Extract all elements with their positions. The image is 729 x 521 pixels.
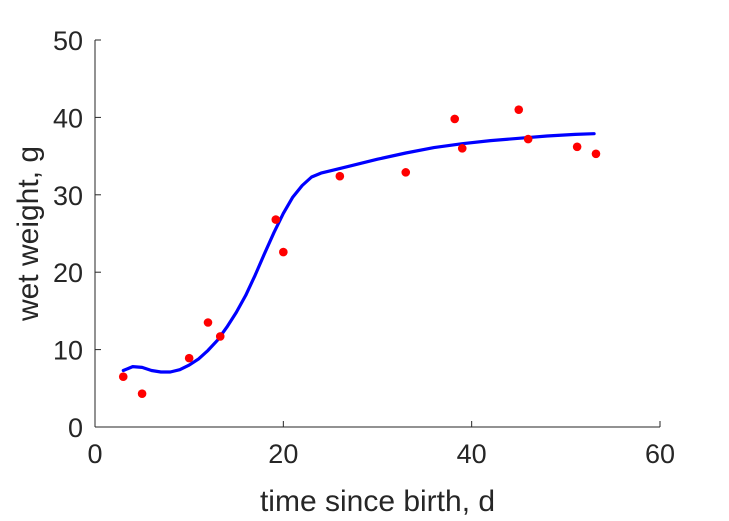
axes: 0 20 40 60 0 10 20 30 40 50 <box>53 26 675 469</box>
y-tick-label: 50 <box>53 26 83 56</box>
y-tick-label: 20 <box>53 258 83 288</box>
data-point <box>514 105 524 114</box>
x-tick-label: 20 <box>268 439 298 469</box>
x-tick-label: 60 <box>645 439 675 469</box>
data-point <box>203 318 213 327</box>
y-tick-label: 0 <box>68 413 83 443</box>
y-tick-label: 10 <box>53 336 83 366</box>
data-point <box>523 134 533 144</box>
data-point <box>279 247 288 257</box>
x-tick-label: 0 <box>87 439 102 469</box>
x-axis-label: time since birth, d <box>260 485 495 518</box>
data-point <box>457 144 467 153</box>
x-tick-label: 40 <box>457 439 487 469</box>
data-point <box>591 149 601 159</box>
plot-area <box>118 105 601 399</box>
data-point <box>450 114 460 124</box>
y-axis-label: wet weight, g <box>12 146 45 322</box>
data-point <box>118 372 128 381</box>
data-point <box>335 171 345 181</box>
data-point <box>572 142 582 152</box>
y-tick-label: 30 <box>53 181 83 211</box>
y-tick-label: 40 <box>53 103 83 133</box>
fit-curve-line <box>121 132 596 374</box>
data-point <box>184 353 194 363</box>
data-point <box>137 389 147 399</box>
data-point <box>215 332 225 341</box>
data-point <box>401 168 411 177</box>
data-point <box>271 215 281 224</box>
